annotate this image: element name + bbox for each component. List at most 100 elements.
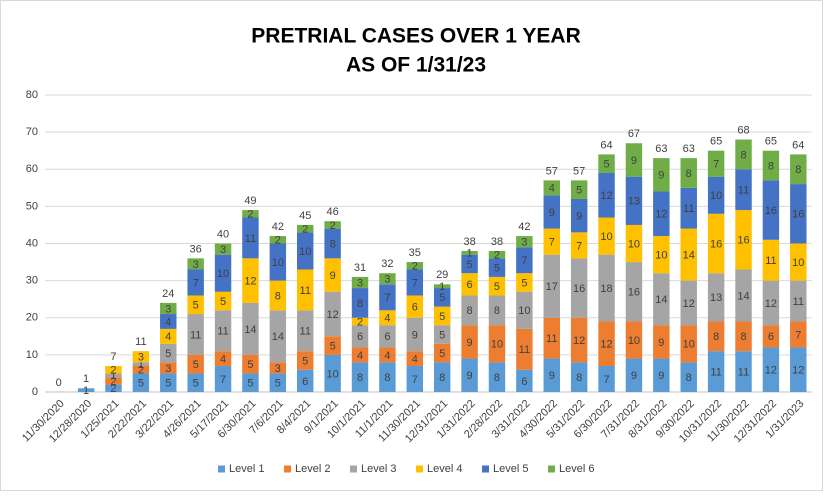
bar-segment <box>297 351 314 370</box>
legend-label: Level 6 <box>559 463 594 475</box>
bar-segment <box>160 373 177 392</box>
total-label: 11 <box>135 336 146 348</box>
value-label: 2 <box>110 376 116 388</box>
bar-segment <box>105 373 122 378</box>
value-label: 7 <box>576 240 582 252</box>
value-label: 3 <box>193 259 199 271</box>
bar-segment <box>105 377 122 385</box>
total-label: 49 <box>244 195 256 207</box>
bar-segment <box>735 139 752 170</box>
value-label: 10 <box>272 257 284 269</box>
bar-segment <box>707 351 725 392</box>
bar-segment <box>242 302 259 355</box>
bar-segment <box>625 321 643 359</box>
value-label: 14 <box>244 324 256 336</box>
bar-segment <box>351 362 369 392</box>
bar-segment <box>351 276 369 289</box>
value-label: 3 <box>138 352 144 364</box>
value-label: 5 <box>220 296 226 308</box>
legend-label: Level 3 <box>361 463 396 475</box>
bar-segment <box>790 243 807 281</box>
total-label: 64 <box>792 139 804 151</box>
bar-segment <box>598 154 615 173</box>
value-label: 10 <box>600 231 612 243</box>
bar-segment <box>461 295 478 326</box>
value-label: 3 <box>384 274 390 286</box>
value-label: 12 <box>765 298 777 310</box>
bar-segment <box>516 247 533 274</box>
value-label: 8 <box>330 238 336 250</box>
value-label: 12 <box>765 365 777 377</box>
value-label: 2 <box>302 224 308 236</box>
bar-segment <box>297 269 314 311</box>
value-label: 12 <box>244 276 256 288</box>
bar-segment <box>543 195 560 229</box>
total-label: 63 <box>683 143 695 155</box>
bar-segment <box>406 351 424 367</box>
value-label: 12 <box>573 335 585 347</box>
bar-segment <box>242 217 259 259</box>
legend-swatch <box>350 465 357 473</box>
value-label: 10 <box>491 339 503 351</box>
bar-segment <box>160 314 177 329</box>
value-label: 4 <box>165 331 171 343</box>
bar-segment <box>707 150 725 177</box>
bar-segment <box>214 243 232 255</box>
value-label: 5 <box>302 355 308 367</box>
bar-segment <box>297 224 314 233</box>
bar-segment <box>406 317 424 352</box>
bar-segment <box>187 373 204 392</box>
value-label: 5 <box>467 259 473 271</box>
y-tick-label: 50 <box>26 200 38 212</box>
bar-segment <box>762 239 780 281</box>
bar-segment <box>269 373 287 392</box>
bar-segment <box>543 358 560 392</box>
bar-segment <box>762 180 780 240</box>
bar-segment <box>297 232 314 270</box>
bar-segment <box>187 258 204 270</box>
bar-segment <box>653 325 670 359</box>
chart-title: PRETRIAL CASES OVER 1 YEAR <box>251 25 580 48</box>
total-label: 29 <box>436 269 448 281</box>
value-label: 14 <box>655 294 667 306</box>
value-label: 8 <box>740 331 746 343</box>
value-label: 5 <box>165 348 171 360</box>
value-label: 11 <box>300 326 311 338</box>
value-label: 14 <box>683 250 695 262</box>
value-label: 10 <box>327 368 339 380</box>
value-label: 11 <box>683 203 694 215</box>
value-label: 8 <box>795 164 801 176</box>
value-label: 4 <box>220 353 226 365</box>
bar-segment <box>680 228 697 281</box>
bar-segment <box>351 288 369 318</box>
total-label: 65 <box>765 136 777 148</box>
value-label: 14 <box>272 331 284 343</box>
total-label: 46 <box>327 206 339 218</box>
value-label: 5 <box>439 348 445 360</box>
value-label: 11 <box>546 333 557 345</box>
total-label: 38 <box>491 236 503 248</box>
value-label: 16 <box>710 238 722 250</box>
bar-segment <box>132 362 150 367</box>
bar-segment <box>570 198 588 233</box>
bar-segment <box>324 354 341 392</box>
value-label: 9 <box>549 207 555 219</box>
value-label: 5 <box>330 341 336 353</box>
bar-segment <box>160 362 177 374</box>
value-label: 5 <box>193 300 199 312</box>
value-label: 12 <box>792 365 804 377</box>
value-label: 1 <box>439 281 445 293</box>
bar-segment <box>406 295 424 318</box>
bar-segment <box>762 280 780 326</box>
bar-segment <box>324 336 341 355</box>
value-label: 14 <box>737 290 749 302</box>
value-label: 3 <box>275 363 281 375</box>
total-label: 42 <box>272 221 284 233</box>
bar-segment <box>269 280 287 311</box>
bar-segment <box>461 358 478 392</box>
value-label: 11 <box>300 285 311 297</box>
total-label: 38 <box>463 236 475 248</box>
bar-segment <box>625 224 643 263</box>
value-label: 2 <box>110 365 116 377</box>
legend-label: Level 2 <box>295 463 330 475</box>
